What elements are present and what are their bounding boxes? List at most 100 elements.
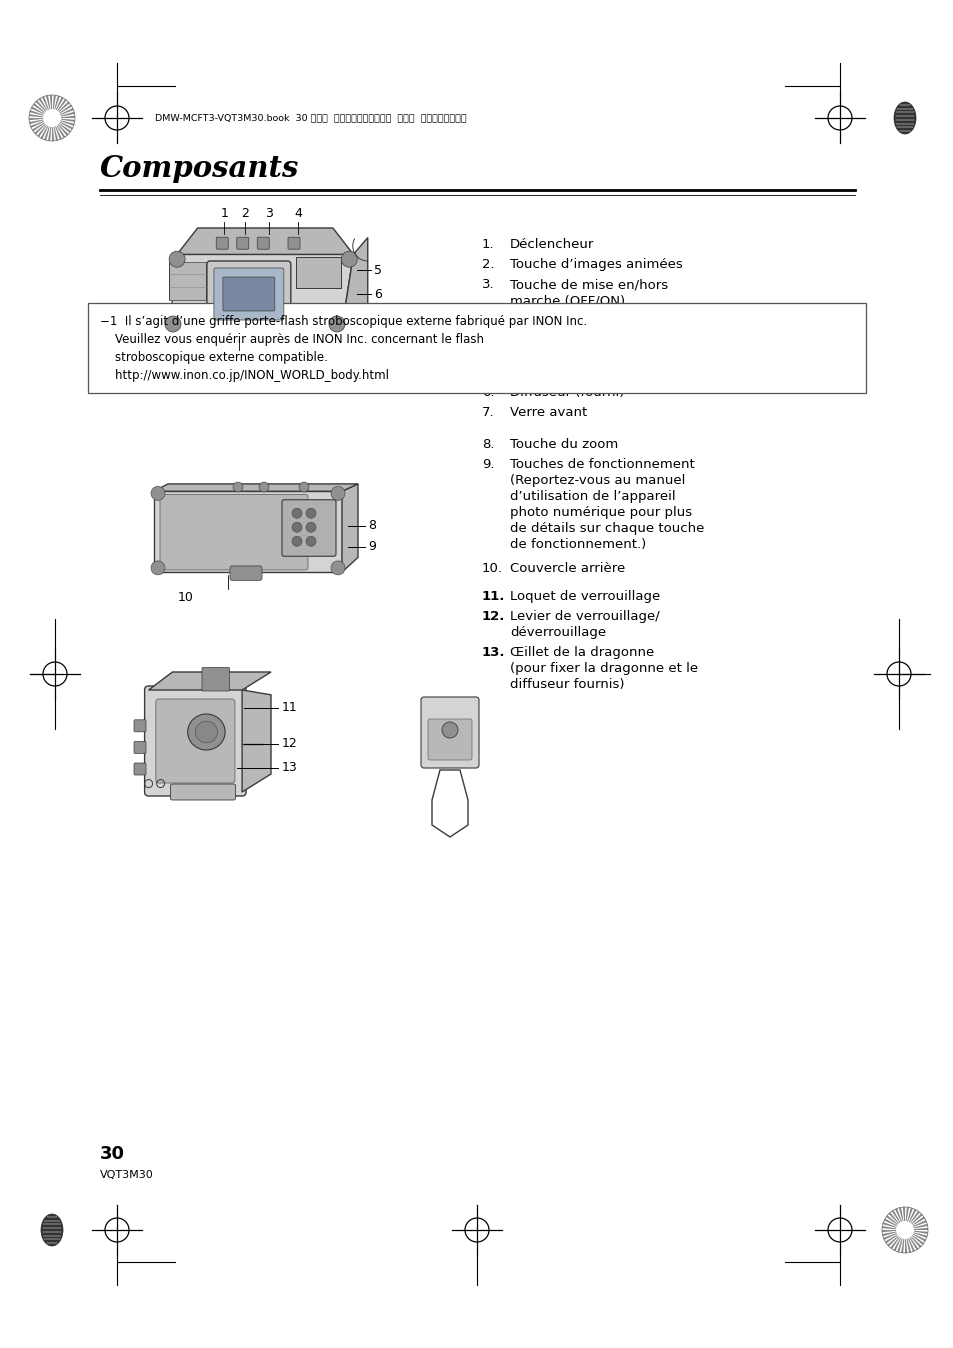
Text: Griffe porte-flash: Griffe porte-flash xyxy=(510,314,623,328)
FancyBboxPatch shape xyxy=(420,697,478,768)
FancyBboxPatch shape xyxy=(236,237,249,249)
Wedge shape xyxy=(882,1229,904,1240)
Wedge shape xyxy=(904,1229,918,1250)
Circle shape xyxy=(233,483,243,492)
Wedge shape xyxy=(52,119,62,140)
Text: d’utilisation de l’appareil: d’utilisation de l’appareil xyxy=(510,491,675,503)
Ellipse shape xyxy=(893,102,915,133)
Wedge shape xyxy=(900,1229,904,1252)
Text: Touches de fonctionnement: Touches de fonctionnement xyxy=(510,458,694,470)
Text: 4.: 4. xyxy=(481,314,494,328)
Wedge shape xyxy=(882,1223,904,1229)
Ellipse shape xyxy=(188,714,225,749)
Text: 12: 12 xyxy=(281,737,296,751)
Text: 6.: 6. xyxy=(481,386,494,399)
Text: stroboscopique externe compatible.: stroboscopique externe compatible. xyxy=(100,350,328,364)
Circle shape xyxy=(441,723,457,737)
Wedge shape xyxy=(904,1229,923,1244)
Wedge shape xyxy=(904,1229,906,1254)
Text: Couvercle arrière: Couvercle arrière xyxy=(510,562,624,576)
Text: 10.: 10. xyxy=(481,562,502,576)
Wedge shape xyxy=(887,1212,904,1229)
Text: Couvercle avant: Couvercle avant xyxy=(510,367,618,379)
Wedge shape xyxy=(882,1229,904,1232)
Text: 3: 3 xyxy=(265,206,273,220)
Wedge shape xyxy=(904,1209,916,1229)
Text: Veuillez vous enquérir auprès de INON Inc. concernant le flash: Veuillez vous enquérir auprès de INON In… xyxy=(100,333,483,346)
Wedge shape xyxy=(39,98,52,119)
Circle shape xyxy=(258,483,269,492)
Text: 8.: 8. xyxy=(481,438,494,452)
Wedge shape xyxy=(891,1211,904,1229)
Wedge shape xyxy=(904,1229,921,1248)
Wedge shape xyxy=(898,1208,904,1229)
Wedge shape xyxy=(31,106,52,119)
FancyBboxPatch shape xyxy=(257,237,269,249)
Wedge shape xyxy=(52,119,69,136)
Text: 9.: 9. xyxy=(481,458,494,470)
Wedge shape xyxy=(52,116,75,119)
FancyBboxPatch shape xyxy=(207,262,291,328)
FancyBboxPatch shape xyxy=(428,718,472,760)
FancyBboxPatch shape xyxy=(133,720,146,732)
Text: VQT3M30: VQT3M30 xyxy=(100,1170,153,1180)
Wedge shape xyxy=(30,119,52,128)
Text: Composants: Composants xyxy=(100,154,299,183)
Text: 11: 11 xyxy=(281,701,296,714)
Text: 7: 7 xyxy=(234,352,242,364)
Polygon shape xyxy=(295,257,341,288)
Polygon shape xyxy=(153,491,341,572)
Text: stroboscopique externe de: stroboscopique externe de xyxy=(510,330,688,342)
Wedge shape xyxy=(42,97,52,119)
Polygon shape xyxy=(149,673,271,690)
Wedge shape xyxy=(882,1229,904,1236)
Text: Touche d’images animées: Touche d’images animées xyxy=(510,257,682,271)
FancyBboxPatch shape xyxy=(155,700,234,783)
Text: 5.: 5. xyxy=(481,367,494,379)
Text: 12.: 12. xyxy=(481,611,505,623)
Wedge shape xyxy=(893,1229,904,1251)
Wedge shape xyxy=(52,119,54,142)
Wedge shape xyxy=(904,1229,927,1233)
Text: 13: 13 xyxy=(281,762,296,775)
Text: 5: 5 xyxy=(374,263,381,276)
Text: Levier de verrouillage/: Levier de verrouillage/ xyxy=(510,611,659,623)
Text: diffuseur fournis): diffuseur fournis) xyxy=(510,678,624,692)
Wedge shape xyxy=(52,108,73,119)
Wedge shape xyxy=(52,101,70,119)
Text: 11.: 11. xyxy=(481,590,505,603)
Polygon shape xyxy=(242,690,271,793)
Wedge shape xyxy=(904,1224,926,1229)
Circle shape xyxy=(292,508,302,518)
Text: de détails sur chaque touche: de détails sur chaque touche xyxy=(510,522,703,535)
Wedge shape xyxy=(882,1227,904,1229)
Text: 10: 10 xyxy=(178,590,193,604)
Text: 2.: 2. xyxy=(481,257,494,271)
FancyBboxPatch shape xyxy=(230,566,262,581)
Wedge shape xyxy=(904,1211,919,1229)
FancyBboxPatch shape xyxy=(160,495,308,570)
Wedge shape xyxy=(904,1220,925,1229)
Wedge shape xyxy=(52,112,74,119)
Wedge shape xyxy=(52,119,75,121)
Wedge shape xyxy=(29,119,52,120)
FancyBboxPatch shape xyxy=(133,763,146,775)
Circle shape xyxy=(331,487,345,500)
Text: de fonctionnement.): de fonctionnement.) xyxy=(510,538,645,551)
Text: 3.: 3. xyxy=(481,278,494,291)
Wedge shape xyxy=(35,100,52,119)
Text: 8: 8 xyxy=(368,519,375,532)
Wedge shape xyxy=(885,1215,904,1229)
FancyBboxPatch shape xyxy=(202,667,230,692)
Circle shape xyxy=(329,315,345,332)
Circle shape xyxy=(298,483,309,492)
Circle shape xyxy=(306,522,315,532)
Text: INON Inc.*¹: INON Inc.*¹ xyxy=(510,346,583,359)
Text: 13.: 13. xyxy=(481,646,505,659)
Ellipse shape xyxy=(41,1215,63,1246)
Text: Touche de mise en/hors: Touche de mise en/hors xyxy=(510,278,667,291)
Wedge shape xyxy=(50,94,52,119)
Wedge shape xyxy=(896,1229,904,1252)
Wedge shape xyxy=(52,96,60,119)
Wedge shape xyxy=(884,1229,904,1243)
